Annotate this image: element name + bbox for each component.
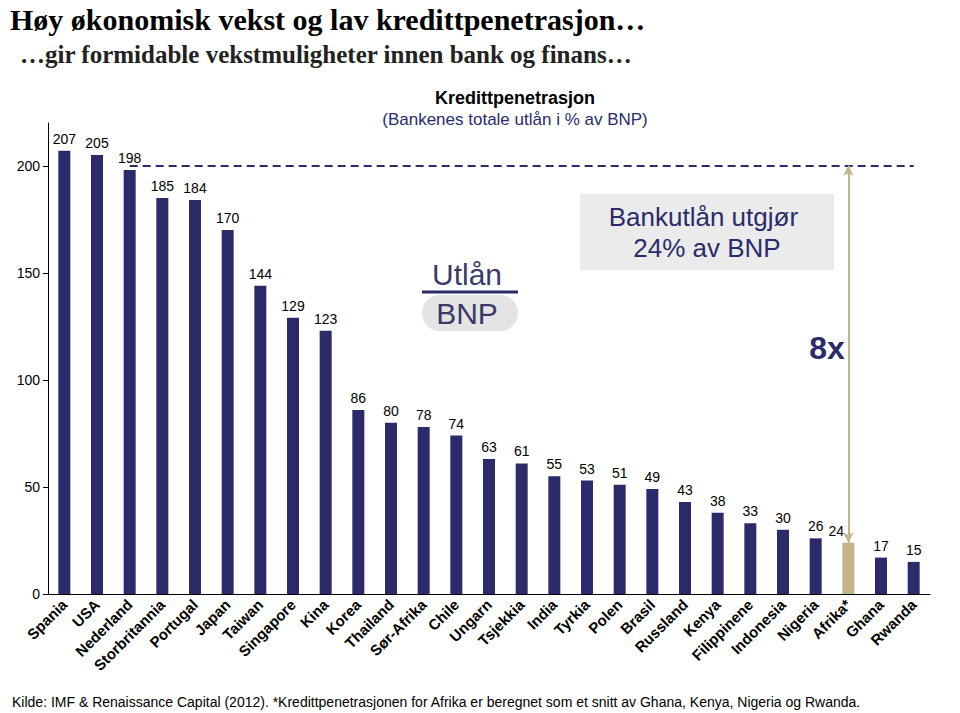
svg-text:150: 150: [17, 265, 41, 281]
svg-text:Spania: Spania: [24, 596, 71, 643]
svg-text:Chile: Chile: [424, 596, 463, 634]
svg-text:Høy økonomisk vekst og lav kre: Høy økonomisk vekst og lav kredittpenetr…: [10, 3, 645, 36]
svg-text:63: 63: [481, 439, 497, 455]
svg-text:Storbritannia: Storbritannia: [90, 596, 169, 674]
svg-text:24: 24: [829, 523, 845, 539]
svg-text:53: 53: [579, 461, 595, 477]
svg-text:205: 205: [85, 135, 109, 151]
svg-text:Polen: Polen: [585, 596, 626, 637]
svg-text:0: 0: [32, 586, 40, 602]
svg-text:Brasil: Brasil: [616, 596, 659, 638]
svg-text:Tsjekkia: Tsjekkia: [475, 596, 529, 650]
svg-text:Bankutlån utgjør: Bankutlån utgjør: [609, 202, 806, 232]
svg-text:26: 26: [808, 518, 824, 534]
svg-text:Nederland: Nederland: [71, 596, 136, 660]
svg-text:India: India: [523, 596, 561, 633]
svg-text:Korea: Korea: [322, 596, 365, 639]
svg-text:207: 207: [53, 131, 77, 147]
svg-text:Kilde: IMF & Renaissance Capit: Kilde: IMF & Renaissance Capital (2012).…: [12, 694, 860, 710]
svg-text:50: 50: [24, 479, 40, 495]
svg-text:30: 30: [775, 510, 791, 526]
svg-text:184: 184: [183, 180, 207, 196]
svg-text:129: 129: [281, 298, 305, 314]
svg-text:Thailand: Thailand: [341, 596, 397, 652]
svg-text:Kina: Kina: [296, 596, 332, 631]
svg-text:Taiwan: Taiwan: [219, 596, 267, 644]
svg-text:15: 15: [906, 542, 922, 558]
svg-text:Russland: Russland: [631, 596, 691, 656]
svg-text:86: 86: [351, 390, 367, 406]
svg-text:100: 100: [17, 372, 41, 388]
svg-text:33: 33: [743, 503, 759, 519]
svg-text:80: 80: [383, 403, 399, 419]
svg-text:Sør-Afrika: Sør-Afrika: [366, 596, 430, 660]
svg-text:Filippinene: Filippinene: [688, 596, 757, 664]
svg-text:BNP: BNP: [436, 297, 498, 330]
svg-text:61: 61: [514, 443, 530, 459]
svg-text:144: 144: [249, 266, 273, 282]
svg-text:200: 200: [17, 158, 41, 174]
svg-text:123: 123: [314, 311, 338, 327]
svg-text:198: 198: [118, 150, 142, 166]
svg-text:Kredittpenetrasjon: Kredittpenetrasjon: [435, 88, 595, 108]
svg-text:Ghana: Ghana: [842, 596, 887, 641]
svg-text:Japan: Japan: [191, 596, 234, 639]
svg-text:51: 51: [612, 465, 628, 481]
svg-text:Utlån: Utlån: [432, 258, 502, 291]
svg-text:USA: USA: [68, 596, 103, 631]
svg-text:Rwanda: Rwanda: [867, 596, 920, 649]
svg-text:Indonesia: Indonesia: [727, 596, 789, 658]
svg-text:Kenya: Kenya: [679, 596, 724, 640]
svg-text:17: 17: [873, 538, 889, 554]
svg-text:Singapore: Singapore: [235, 596, 299, 660]
svg-text:Ungarn: Ungarn: [445, 596, 495, 646]
svg-text:74: 74: [449, 416, 465, 432]
svg-text:Nigeria: Nigeria: [773, 596, 822, 644]
svg-text:8x: 8x: [809, 330, 845, 366]
svg-text:Afrika*: Afrika*: [808, 596, 855, 643]
svg-text:(Bankenes totale utlån i % av: (Bankenes totale utlån i % av BNP): [382, 110, 648, 129]
svg-text:170: 170: [216, 210, 240, 226]
svg-text:Portugal: Portugal: [146, 596, 201, 651]
svg-text:…gir formidable vekstmulighete: …gir formidable vekstmuligheter innen ba…: [20, 41, 632, 68]
svg-text:185: 185: [151, 178, 175, 194]
svg-text:55: 55: [547, 456, 563, 472]
svg-text:49: 49: [645, 469, 661, 485]
svg-text:38: 38: [710, 493, 726, 509]
svg-text:24% av BNP: 24% av BNP: [633, 233, 780, 263]
svg-text:Tyrkia: Tyrkia: [551, 596, 594, 639]
svg-text:43: 43: [677, 482, 693, 498]
svg-text:78: 78: [416, 407, 432, 423]
